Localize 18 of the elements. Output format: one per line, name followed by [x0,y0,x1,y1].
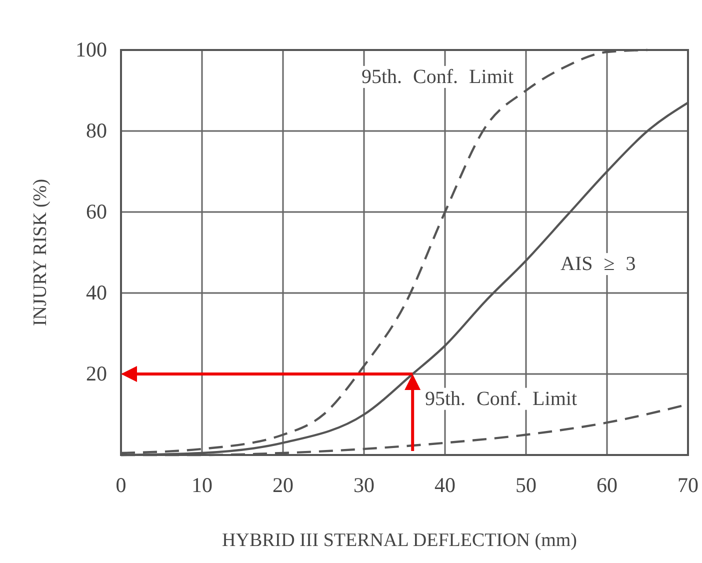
series-label: 95th. Conf. Limit [425,388,578,410]
y-tick-label: 80 [86,118,107,143]
y-tick-label: 40 [86,280,107,305]
x-tick-label: 20 [272,472,294,497]
x-tick-label: 70 [678,472,698,497]
y-tick-label: 60 [86,200,107,224]
x-tick-label: 50 [516,472,536,497]
x-axis-title: HYBRID III STERNAL DEFLECTION (mm) [222,530,577,551]
x-tick-label: 60 [596,472,618,497]
x-tick-label: 30 [354,472,374,497]
series-label: AIS ≥ 3 [560,253,636,276]
y-tick-label: 100 [76,38,107,62]
x-tick-label: 0 [116,472,126,497]
series-label: 95th. Conf. Limit [362,66,514,88]
x-tick-label: 10 [192,472,212,497]
x-tick-label: 40 [434,472,456,497]
y-tick-label: 20 [86,362,107,386]
y-axis-title: INJURY RISK (%) [30,178,51,326]
